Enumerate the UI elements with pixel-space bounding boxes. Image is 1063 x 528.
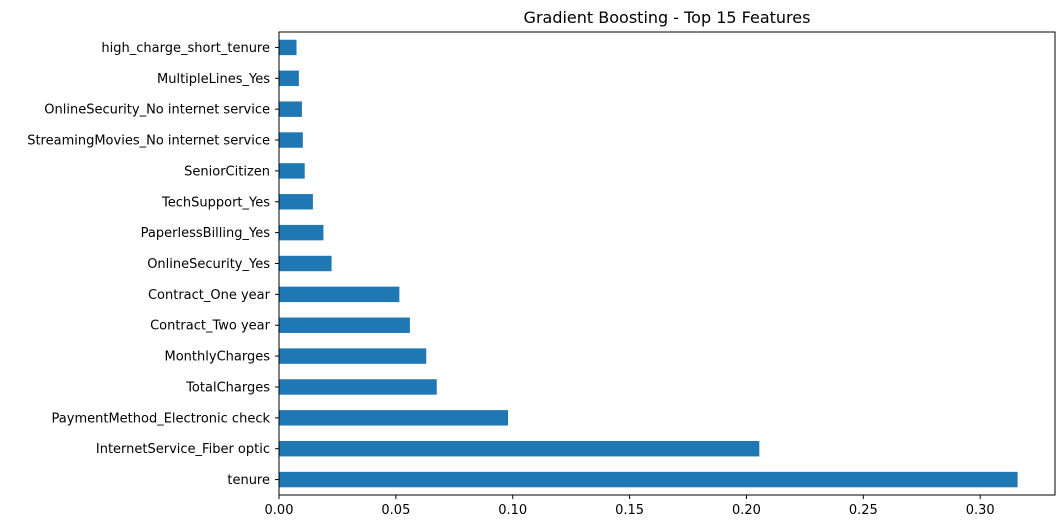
y-tick-label: PaperlessBilling_Yes bbox=[141, 226, 271, 241]
bar bbox=[279, 224, 324, 241]
x-tick-label: 0.00 bbox=[265, 503, 294, 518]
bar bbox=[279, 348, 427, 364]
bar bbox=[279, 471, 1018, 488]
y-tick-label: TotalCharges bbox=[185, 380, 270, 395]
y-tick-label: MultipleLines_Yes bbox=[157, 72, 270, 87]
y-tick-label: TechSupport_Yes bbox=[161, 195, 270, 210]
y-tick-label: OnlineSecurity_No internet service bbox=[44, 103, 270, 118]
bar bbox=[279, 132, 303, 148]
y-tick-label: StreamingMovies_No internet service bbox=[27, 134, 270, 149]
y-tick-label: MonthlyCharges bbox=[165, 350, 271, 365]
y-tick-label: high_charge_short_tenure bbox=[101, 41, 270, 56]
y-tick-labels: high_charge_short_tenure MultipleLines_Ye… bbox=[27, 41, 279, 488]
y-tick-label: PaymentMethod_Electronic check bbox=[52, 411, 271, 426]
x-tick-label: 0.20 bbox=[732, 503, 761, 518]
bar bbox=[279, 101, 302, 117]
y-tick-label: InternetService_Fiber optic bbox=[96, 442, 270, 457]
y-tick-label: OnlineSecurity_Yes bbox=[147, 257, 270, 272]
y-tick-label: SeniorCitizen bbox=[184, 164, 270, 179]
plot-frame bbox=[278, 31, 1056, 496]
y-tick-label: Contract_Two year bbox=[150, 319, 271, 334]
bar bbox=[279, 39, 297, 56]
y-tick-label: Contract_One year bbox=[148, 288, 271, 303]
bar bbox=[279, 70, 299, 87]
bars-group bbox=[279, 39, 1018, 488]
x-tick-label: 0.30 bbox=[966, 503, 995, 518]
bar bbox=[279, 317, 410, 333]
bar bbox=[279, 194, 313, 210]
bar bbox=[279, 379, 437, 395]
bar bbox=[279, 440, 760, 457]
bar bbox=[279, 286, 400, 303]
chart-title: Gradient Boosting - Top 15 Features bbox=[524, 8, 811, 27]
x-tick-label: 0.15 bbox=[615, 503, 644, 518]
bar bbox=[279, 410, 509, 426]
x-axis: 0.00 0.05 0.10 0.15 0.20 0.25 0.30 bbox=[265, 495, 995, 518]
x-tick-label: 0.25 bbox=[849, 503, 878, 518]
x-tick-label: 0.10 bbox=[498, 503, 527, 518]
bar bbox=[279, 163, 305, 179]
x-tick-label: 0.05 bbox=[381, 503, 410, 518]
bar bbox=[279, 255, 332, 272]
y-tick-label: tenure bbox=[227, 473, 270, 488]
